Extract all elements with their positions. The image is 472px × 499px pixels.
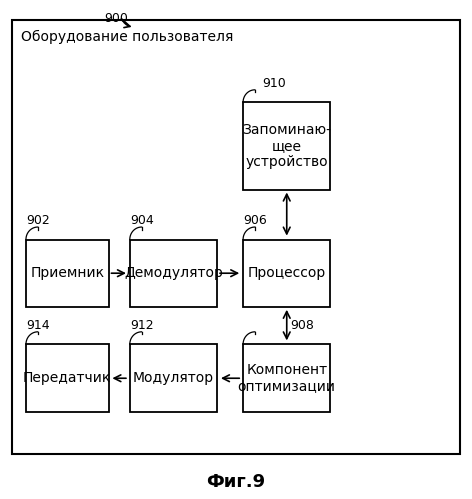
Bar xyxy=(12,20,460,454)
Text: 900: 900 xyxy=(104,12,128,25)
Text: Модулятор: Модулятор xyxy=(133,371,214,385)
Text: Запоминаю-
щее
устройство: Запоминаю- щее устройство xyxy=(242,123,331,169)
Text: Приемник: Приемник xyxy=(30,266,104,280)
Text: Компонент
оптимизации: Компонент оптимизации xyxy=(238,363,336,393)
Bar xyxy=(130,240,217,307)
Bar xyxy=(243,344,330,412)
Text: Передатчик: Передатчик xyxy=(23,371,111,385)
Text: 912: 912 xyxy=(130,319,153,332)
Text: Процессор: Процессор xyxy=(248,266,326,280)
Text: 908: 908 xyxy=(290,319,314,332)
Text: 910: 910 xyxy=(262,77,286,90)
Text: 906: 906 xyxy=(243,214,267,227)
Bar xyxy=(243,240,330,307)
Text: 904: 904 xyxy=(130,214,153,227)
Text: Фиг.9: Фиг.9 xyxy=(206,473,266,491)
Bar xyxy=(26,344,109,412)
Bar xyxy=(243,102,330,190)
Text: 902: 902 xyxy=(26,214,50,227)
Bar xyxy=(130,344,217,412)
Text: Демодулятор: Демодулятор xyxy=(124,266,223,280)
Text: Оборудование пользователя: Оборудование пользователя xyxy=(21,30,234,44)
Text: 914: 914 xyxy=(26,319,50,332)
Bar xyxy=(26,240,109,307)
